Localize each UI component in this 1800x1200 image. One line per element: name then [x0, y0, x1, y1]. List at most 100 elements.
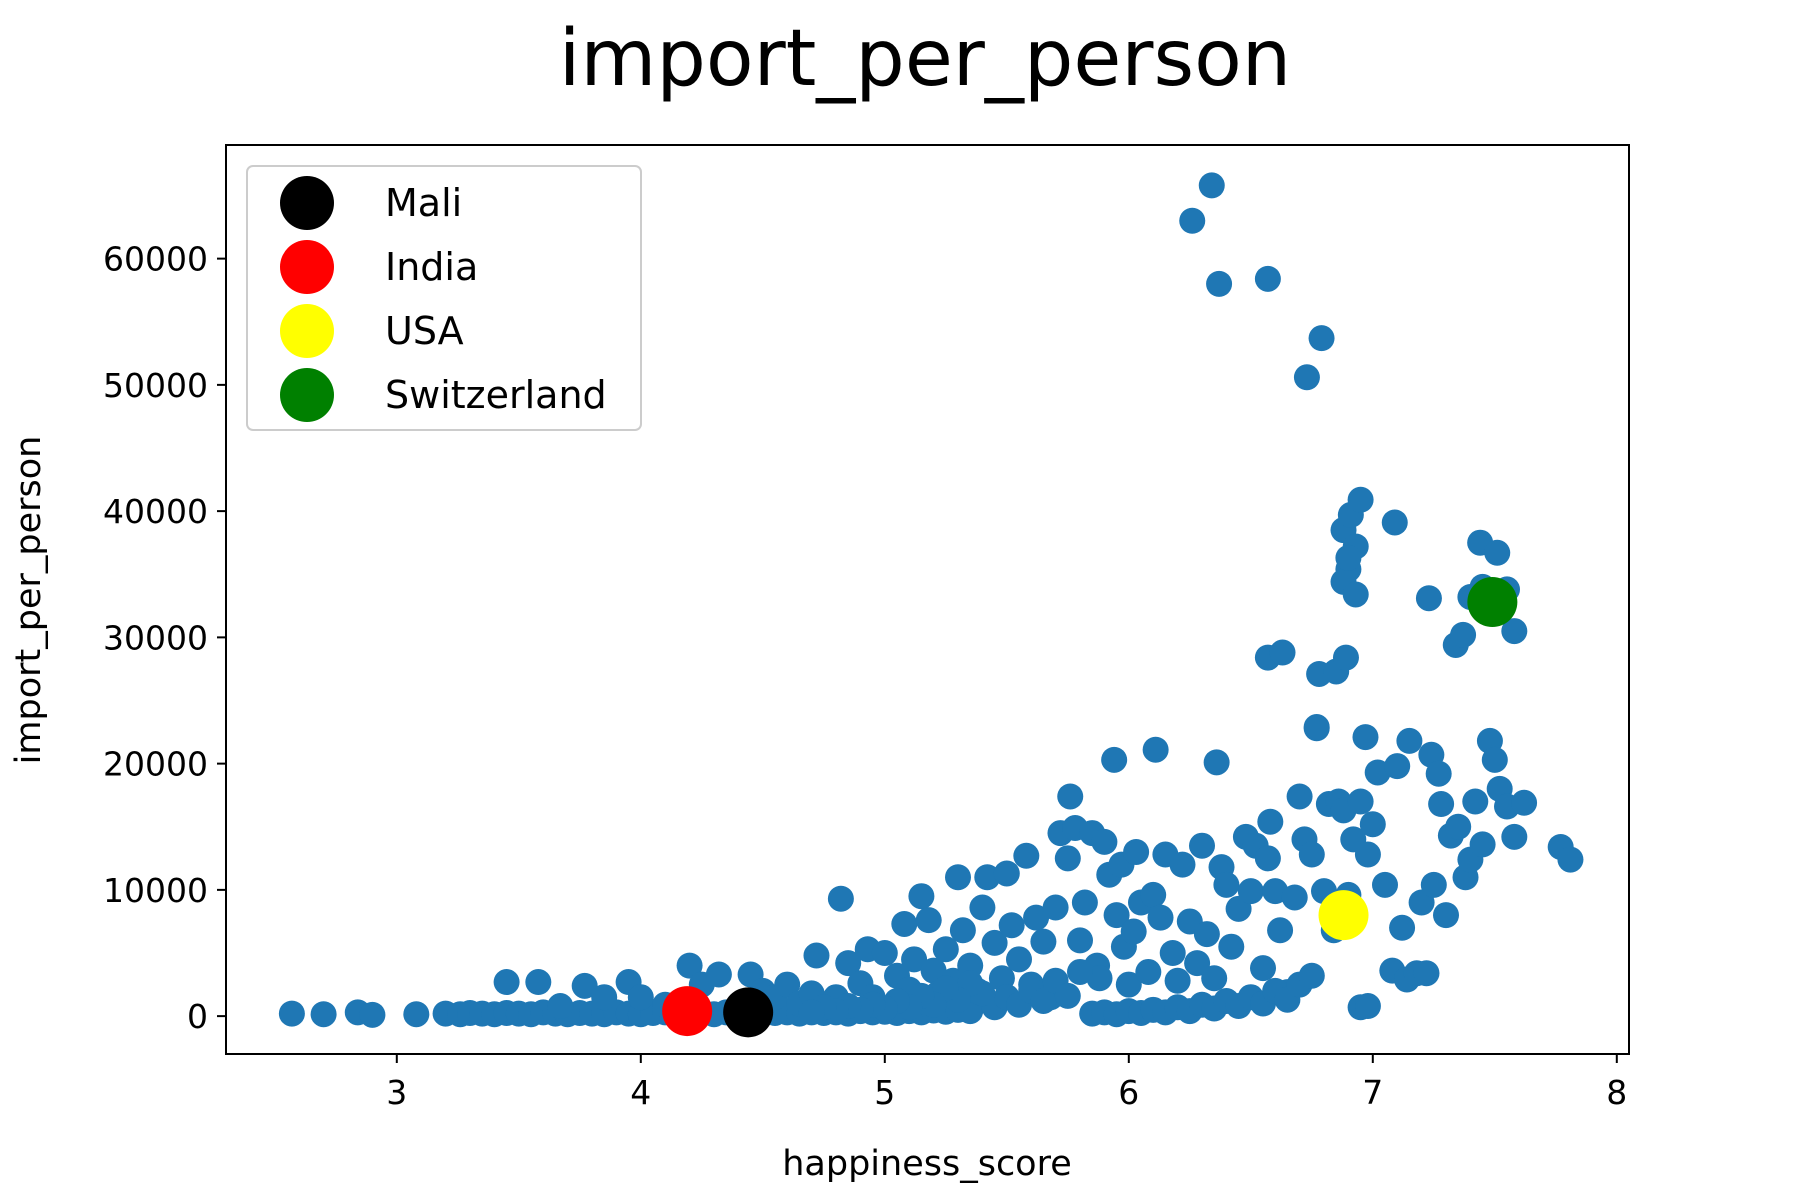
data-point: [803, 942, 830, 969]
legend-label-usa: USA: [385, 309, 464, 353]
legend: Mali India USA Switzerland: [246, 165, 642, 431]
data-point: [1501, 618, 1528, 645]
data-point: [993, 860, 1020, 887]
data-point: [571, 972, 598, 999]
data-point: [981, 929, 1008, 956]
x-tick-label: 4: [630, 1073, 651, 1112]
data-point: [705, 961, 732, 988]
data-point: [493, 969, 520, 996]
legend-label-switzerland: Switzerland: [385, 373, 607, 417]
data-point: [1428, 791, 1455, 818]
data-point: [891, 910, 918, 937]
data-points: [278, 172, 1584, 1028]
data-point: [1281, 884, 1308, 911]
data-point: [1364, 759, 1391, 786]
data-point: [1184, 950, 1211, 977]
data-point: [1384, 753, 1411, 780]
legend-marker-usa: [280, 304, 334, 358]
x-tick-label: 5: [874, 1073, 895, 1112]
data-point: [949, 917, 976, 944]
data-point: [1013, 842, 1040, 869]
data-point: [278, 1000, 305, 1027]
x-tick-label: 7: [1362, 1073, 1383, 1112]
data-point: [1342, 581, 1369, 608]
data-point: [1501, 823, 1528, 850]
chart-title: import_per_person: [559, 14, 1291, 104]
data-point: [1450, 621, 1477, 648]
data-point: [1352, 724, 1379, 751]
data-point: [1469, 831, 1496, 858]
data-point: [676, 952, 703, 979]
data-point: [1030, 987, 1057, 1014]
data-point: [1054, 845, 1081, 872]
data-point: [1213, 871, 1240, 898]
data-point: [945, 864, 971, 891]
data-point: [1123, 839, 1150, 865]
data-point: [969, 894, 996, 921]
data-point: [1071, 889, 1098, 916]
y-tick-label: 50000: [103, 366, 208, 405]
highlight-point-switzerland: [1467, 577, 1518, 628]
data-point: [1250, 955, 1276, 982]
data-point: [1193, 921, 1220, 948]
data-point: [1030, 928, 1057, 955]
data-point: [1103, 902, 1130, 929]
legend-marker-mali: [280, 176, 334, 230]
y-tick-label: 0: [187, 997, 208, 1036]
y-tick-label: 40000: [103, 492, 208, 531]
data-point: [1425, 760, 1452, 787]
data-point: [1303, 714, 1330, 741]
data-point: [1254, 265, 1281, 292]
data-point: [547, 993, 574, 1020]
x-tick-label: 3: [386, 1073, 407, 1112]
data-point: [1354, 993, 1381, 1020]
data-point: [1067, 927, 1093, 954]
data-point: [1298, 962, 1325, 989]
data-point: [1023, 904, 1050, 931]
data-point: [1557, 846, 1584, 873]
data-point: [1433, 902, 1459, 929]
y-axis-ticks: 0 10000 20000 30000 40000 50000 60000: [103, 240, 226, 1036]
data-point: [1332, 644, 1359, 671]
data-point: [1218, 933, 1245, 960]
data-point: [627, 984, 654, 1011]
data-point: [1006, 946, 1032, 973]
data-point: [1203, 749, 1230, 776]
data-point: [1381, 509, 1408, 536]
data-point: [591, 984, 618, 1011]
data-point: [974, 864, 1001, 891]
data-point: [1086, 965, 1113, 992]
data-point: [1396, 727, 1423, 754]
data-point: [1262, 878, 1289, 905]
data-point: [774, 971, 801, 998]
data-point: [901, 946, 928, 973]
data-point: [1257, 808, 1284, 835]
data-point: [1298, 841, 1325, 868]
data-point: [1169, 851, 1196, 878]
data-point: [1120, 918, 1147, 945]
data-point: [827, 885, 854, 912]
data-point: [1511, 789, 1538, 816]
data-point: [1293, 364, 1320, 391]
data-point: [1462, 788, 1489, 815]
data-point: [1286, 783, 1313, 810]
data-point: [1164, 967, 1191, 994]
data-point: [998, 912, 1025, 939]
data-point: [1484, 539, 1511, 566]
legend-marker-switzerland: [280, 368, 334, 422]
x-axis-ticks: 3 4 5 6 7 8: [386, 1054, 1627, 1112]
highlight-point-usa: [1318, 890, 1369, 941]
data-point: [1372, 871, 1398, 898]
data-point: [908, 883, 935, 910]
data-point: [1335, 544, 1362, 571]
data-point: [1142, 736, 1169, 763]
data-point: [915, 907, 942, 934]
data-point: [1415, 585, 1442, 612]
data-point: [1237, 878, 1264, 905]
data-point: [1189, 832, 1215, 859]
data-point: [1198, 172, 1225, 199]
data-point: [1067, 958, 1093, 985]
data-point: [1054, 982, 1081, 1009]
data-point: [932, 936, 959, 963]
